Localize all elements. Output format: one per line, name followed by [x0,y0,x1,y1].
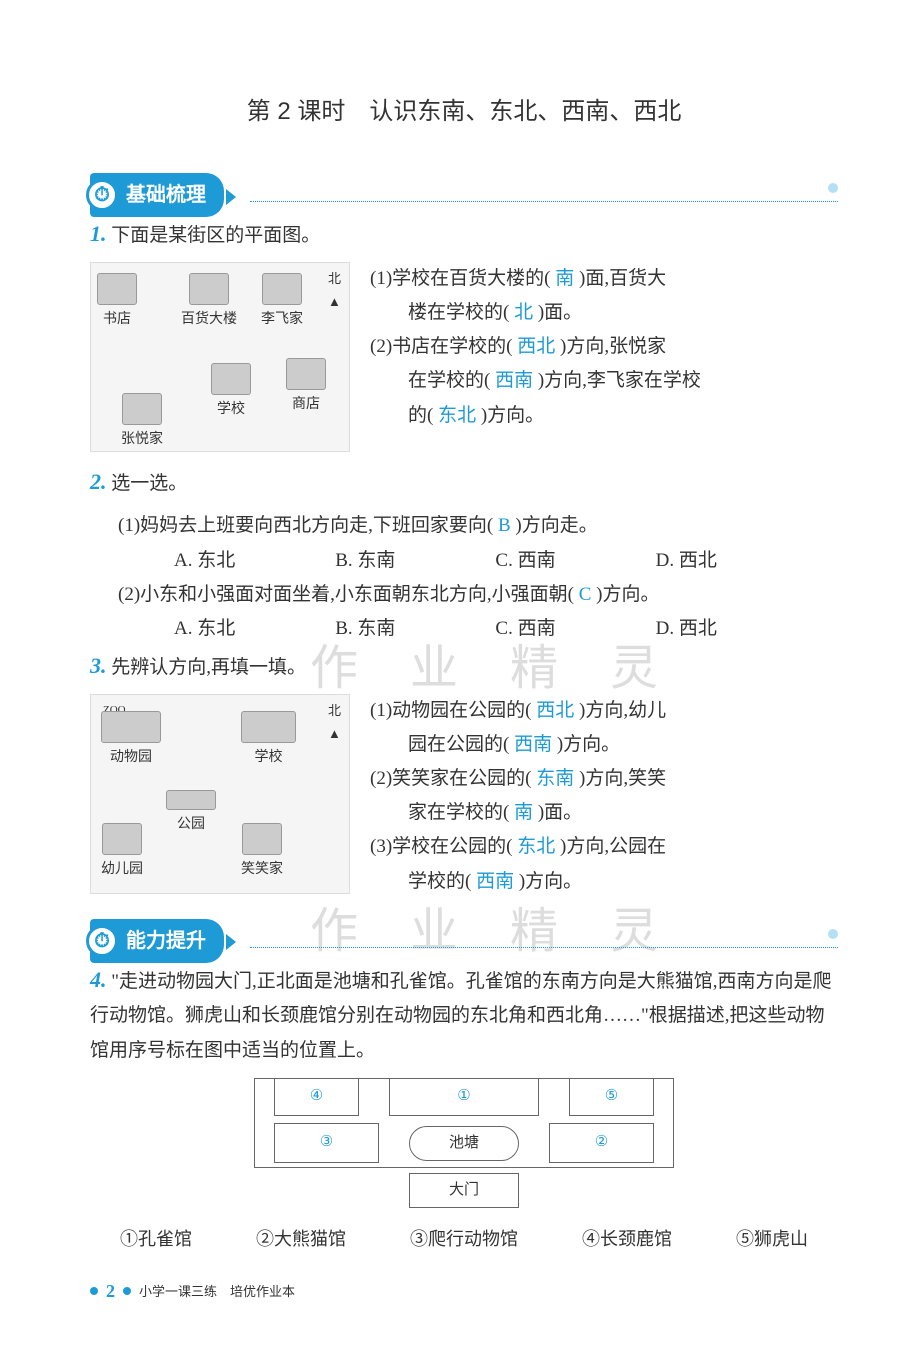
page-title: 第 2 课时 认识东南、东北、西南、西北 [90,90,838,133]
q2-options-1: A. 东北B. 东南C. 西南D. 西北 [174,544,838,578]
section-ability: ⏱ 能力提升 [90,919,838,948]
q3-answers: (1)动物园在公园的( 西北 )方向,幼儿 园在公园的( 西南 )方向。 (2)… [370,694,838,899]
question-4: 4. "走进动物园大门,正北面是池塘和孔雀馆。孔雀馆的东南方向是大熊猫馆,西南方… [90,960,838,1068]
q-prompt: 先辨认方向,再填一填。 [111,657,306,678]
zoo-diagram: ④ ① ⑤ ③ 池塘 ② 大门 [254,1078,674,1213]
q-text: "走进动物园大门,正北面是池塘和孔雀馆。孔雀馆的东南方向是大熊猫馆,西南方向是爬… [90,971,832,1061]
q2-sub1: (1)妈妈去上班要向西北方向走,下班回家要向( B )方向走。 [118,509,838,543]
compass-north: 北▲ [328,699,341,746]
street-diagram: 北▲ 书店 百货大楼 李飞家 张悦家 学校 商店 [90,262,350,452]
clock-icon: ⏱ [86,925,118,957]
q-number: 3. [90,653,107,678]
section-label: 基础梳理 [126,184,206,206]
section-basic: ⏱ 基础梳理 [90,173,838,202]
question-2: 2. 选一选。 [90,462,838,502]
park-diagram: 北▲ ZOO 动物园 学校 公园 幼儿园 笑笑家 [90,694,350,894]
q-number: 4. [90,967,107,992]
zoo-legend: ①孔雀馆 ②大熊猫馆 ③爬行动物馆 ④长颈鹿馆 ⑤狮虎山 [120,1223,808,1255]
compass-north: 北▲ [328,267,341,314]
q2-sub2: (2)小东和小强面对面坐着,小东面朝东北方向,小强面朝( C )方向。 [118,578,838,612]
q1-answers: (1)学校在百货大楼的( 南 )面,百货大 楼在学校的( 北 )面。 (2)书店… [370,262,838,433]
section-label: 能力提升 [126,930,206,952]
q-number: 2. [90,469,107,494]
page-footer: 2 小学一课三练 培优作业本 [90,1275,838,1307]
q2-options-2: A. 东北B. 东南C. 西南D. 西北 [174,612,838,646]
q-number: 1. [90,221,107,246]
question-3: 3. 先辨认方向,再填一填。 [90,646,838,686]
q-prompt: 选一选。 [111,473,187,494]
question-1: 1. 下面是某街区的平面图。 [90,214,838,254]
q-prompt: 下面是某街区的平面图。 [111,225,320,246]
clock-icon: ⏱ [86,179,118,211]
